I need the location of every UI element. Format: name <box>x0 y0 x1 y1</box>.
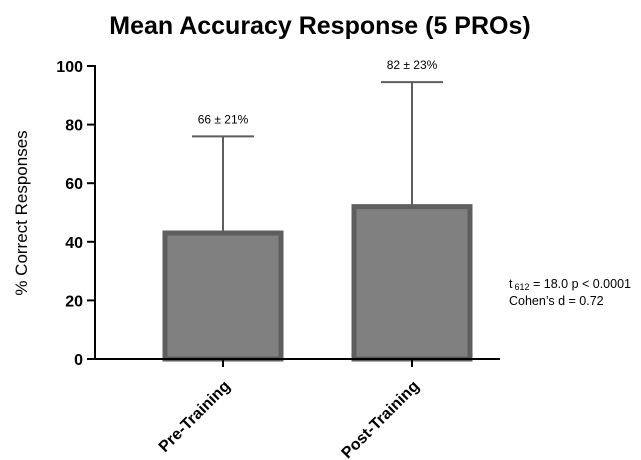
y-tick-label-60: 60 <box>65 176 83 193</box>
data-label-2: 82 ± 23% <box>387 58 438 72</box>
axes-layer: 0 20 40 60 80 100 <box>56 59 500 369</box>
y-tick-label-80: 80 <box>65 118 83 135</box>
bar-2 <box>351 204 473 362</box>
stat-test-annotation: t 612 = 18.0 p < 0.0001 <box>509 277 631 292</box>
stat-t-degrees: 612 <box>514 282 529 292</box>
effect-size-annotation: Cohen’s d = 0.72 <box>509 294 604 308</box>
stat-t-prefix: t <box>509 277 513 291</box>
y-tick-label-40: 40 <box>65 235 83 252</box>
x-tick-label-2: Post-Training <box>339 378 423 460</box>
x-tick-label-1: Pre-Training <box>156 378 234 456</box>
y-axis-label: % Correct Responses <box>12 130 31 295</box>
bar-1 <box>162 230 284 362</box>
data-label-1: 66 ± 21% <box>198 112 249 126</box>
stat-t-result: = 18.0 p < 0.0001 <box>530 277 632 291</box>
y-tick-label-0: 0 <box>74 352 83 369</box>
y-tick-label-100: 100 <box>56 59 83 76</box>
y-tick-label-20: 20 <box>65 293 83 310</box>
chart-title: Mean Accuracy Response (5 PROs) <box>109 12 530 40</box>
